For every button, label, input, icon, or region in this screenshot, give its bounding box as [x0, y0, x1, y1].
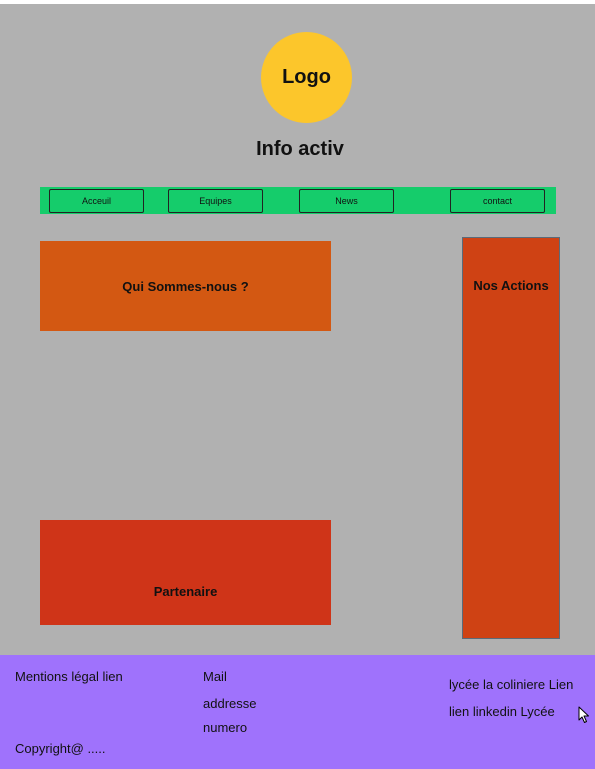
nav-button-contact[interactable]: contact [450, 189, 545, 213]
actions-title: Nos Actions [473, 278, 549, 293]
about-title: Qui Sommes-nous ? [122, 278, 249, 294]
address-text: addresse [203, 696, 257, 711]
nav-button-news[interactable]: News [299, 189, 394, 213]
phone-number-text: numero [203, 720, 248, 735]
legal-mentions-link[interactable]: Mentions légal lien [15, 669, 123, 684]
nav-button-acceuil[interactable]: Acceuil [49, 189, 144, 213]
site-title: Info activ [256, 138, 344, 160]
school-link[interactable]: lycée la coliniere Lien [449, 677, 574, 692]
nav-button-equipes[interactable]: Equipes [168, 189, 263, 213]
linkedin-link[interactable]: lien linkedin Lycée [449, 704, 555, 719]
mouse-cursor-icon [578, 706, 589, 723]
mail-text: Mail [203, 669, 227, 684]
logo[interactable]: Logo [261, 32, 352, 123]
navbar: Acceuil Equipes News contact [40, 187, 556, 214]
about-section[interactable]: Qui Sommes-nous ? [40, 241, 331, 331]
partners-title: Partenaire [153, 584, 218, 599]
page-canvas: Logo Info activ Acceuil Equipes News con… [0, 4, 595, 769]
footer: Mentions légal lien Copyright@ ..... Mai… [0, 655, 595, 769]
actions-section[interactable]: Nos Actions [462, 237, 560, 639]
logo-text: Logo [282, 66, 331, 88]
copyright-text: Copyright@ ..... [15, 741, 106, 756]
partners-section[interactable]: Partenaire [40, 520, 331, 625]
